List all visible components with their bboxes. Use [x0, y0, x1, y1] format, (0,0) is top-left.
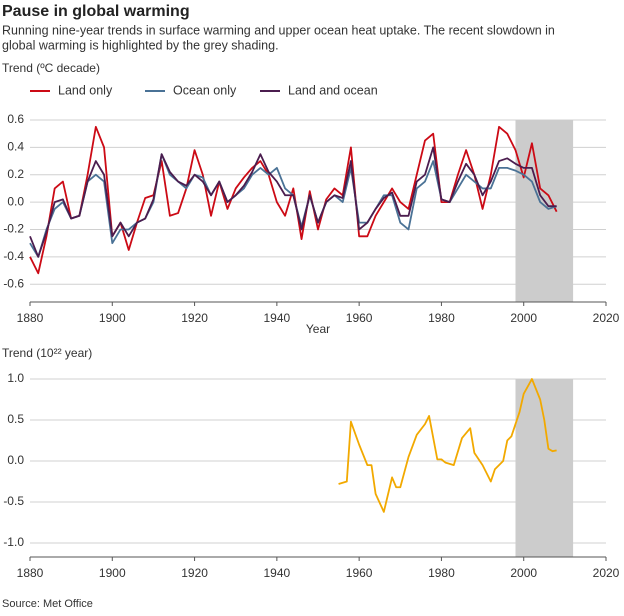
shading [515, 120, 574, 302]
y-tick-label: -0.6 [3, 276, 24, 290]
y-tick-label: 0.4 [7, 140, 24, 154]
y-tick-label: -0.4 [3, 249, 24, 263]
source: Source: Met Office [2, 598, 93, 610]
legend-label: Ocean only [173, 83, 237, 97]
line [29, 146, 557, 258]
y-tick-label: 0.5 [7, 412, 24, 426]
x-tick-label: 1900 [99, 566, 126, 580]
x-tick-label: 1980 [428, 311, 455, 325]
legend-label: Land and ocean [288, 83, 378, 97]
x-tick-label: 1940 [264, 566, 291, 580]
x-tick-label: 1920 [181, 566, 208, 580]
x-tick-label: 2000 [510, 566, 537, 580]
y-tick-label: -0.2 [3, 222, 24, 236]
line [338, 378, 557, 513]
y-tick-label: 0.0 [7, 453, 24, 467]
y-tick-label: -1.0 [3, 535, 24, 549]
legend-label: Land only [58, 83, 113, 97]
y-tick-label: 0.0 [7, 194, 24, 208]
y-axis-label: Trend (ºC decade) [2, 61, 100, 75]
y-tick-label: -0.5 [3, 494, 24, 508]
x-tick-label: 1960 [346, 311, 373, 325]
line [29, 125, 558, 275]
x-axis-label: Year [306, 322, 330, 336]
x-tick-label: 2020 [593, 311, 620, 325]
x-tick-label: 1980 [428, 566, 455, 580]
chart-title: Pause in global warming [2, 3, 190, 20]
x-tick-label: 1940 [264, 311, 291, 325]
subtitle: Running nine-year trends in surface warm… [2, 23, 555, 37]
y-tick-label: 1.0 [7, 371, 24, 385]
y-tick-label: 0.6 [7, 112, 24, 126]
x-tick-label: 1920 [181, 311, 208, 325]
x-tick-label: 1880 [17, 566, 44, 580]
x-tick-label: 1960 [346, 566, 373, 580]
y-axis-label: Trend (10²² year) [2, 346, 92, 360]
x-tick-label: 2020 [593, 566, 620, 580]
x-tick-label: 1880 [17, 311, 44, 325]
shading [515, 379, 574, 557]
subtitle: global warming is highlighted by the gre… [2, 38, 279, 52]
y-tick-label: 0.2 [7, 167, 24, 181]
x-tick-label: 1900 [99, 311, 126, 325]
x-tick-label: 2000 [510, 311, 537, 325]
